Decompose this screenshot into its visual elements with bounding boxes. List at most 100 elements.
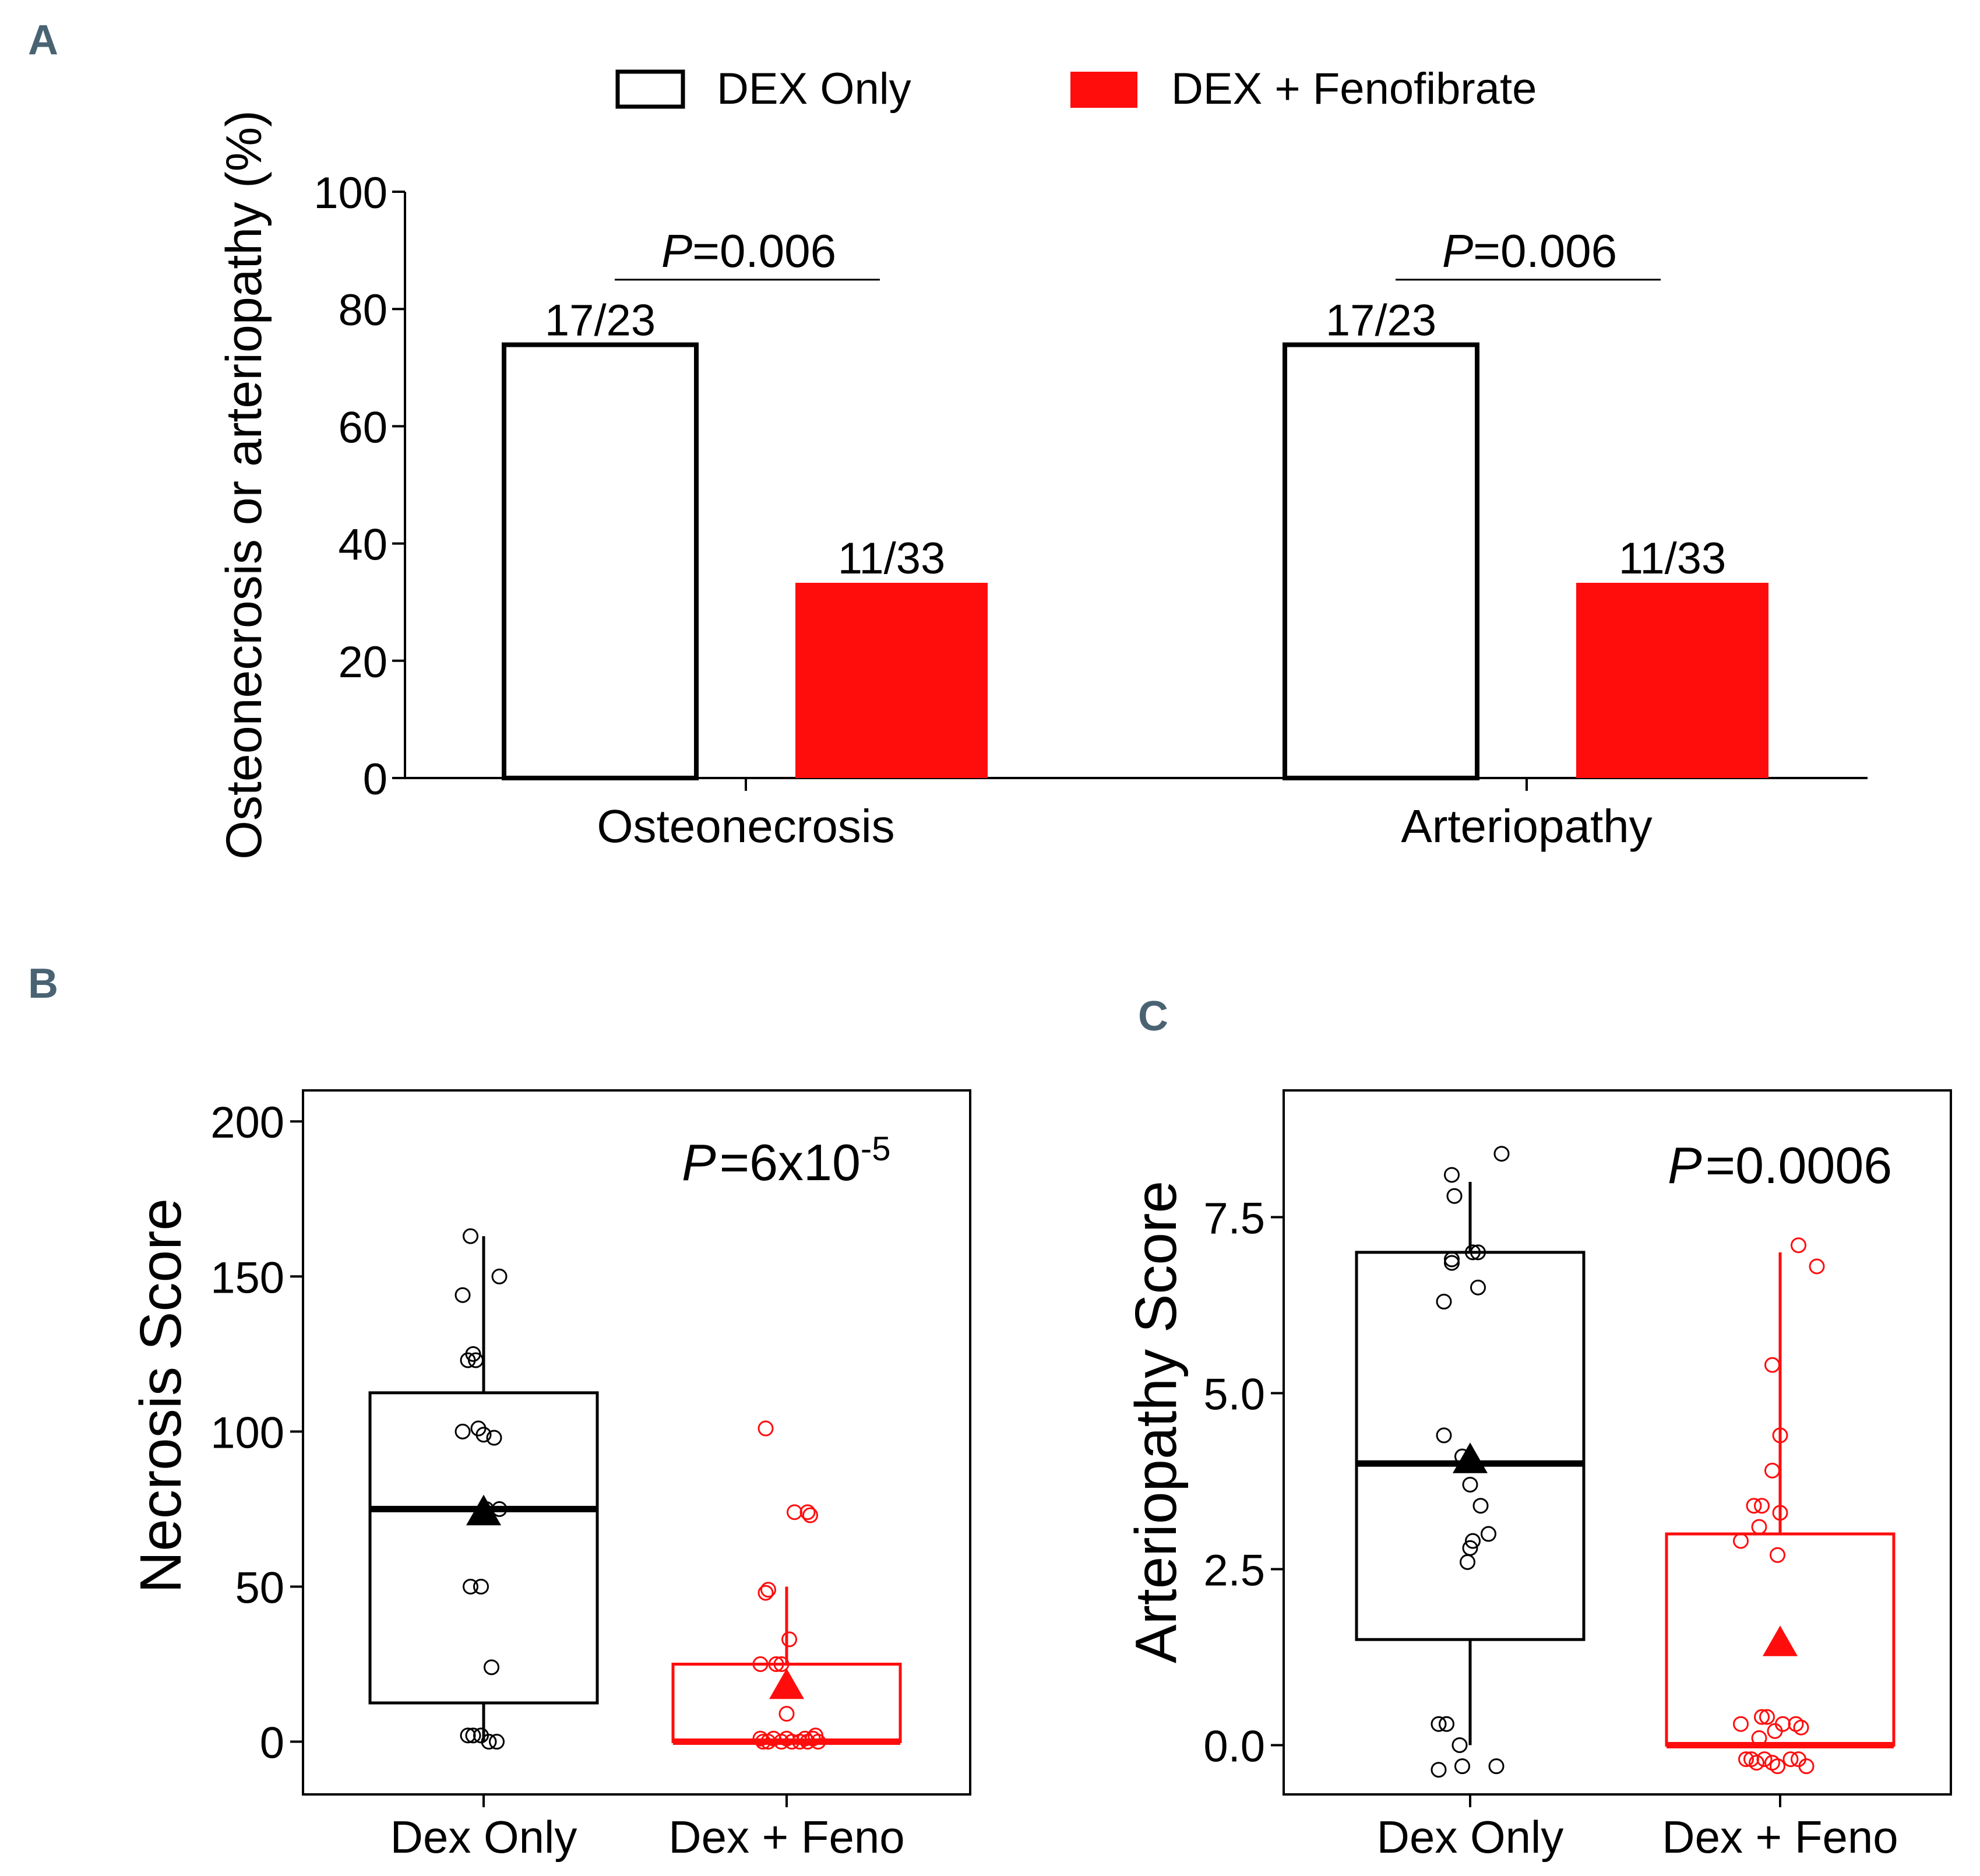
data-point (1481, 1526, 1496, 1542)
data-point (484, 1659, 499, 1676)
bar-dex-only (1283, 342, 1479, 780)
y-axis-label: Necrosis Score (128, 1198, 193, 1593)
data-point (491, 1501, 508, 1517)
data-point (1754, 1709, 1770, 1725)
data-point (1439, 1716, 1454, 1732)
data-point (1791, 1237, 1806, 1254)
data-point (768, 1656, 784, 1672)
data-point (1446, 1188, 1463, 1204)
data-point (486, 1430, 502, 1446)
data-point (1488, 1758, 1505, 1775)
data-point (1798, 1758, 1815, 1775)
p-value: =6x10 (720, 1134, 861, 1191)
p-value: =0.006 (692, 225, 836, 277)
data-point (781, 1631, 797, 1648)
data-point (1733, 1716, 1749, 1732)
y-tick-label: 200 (210, 1098, 284, 1148)
data-point (1444, 1255, 1460, 1271)
mean-marker (1453, 1442, 1488, 1473)
data-point (787, 1504, 802, 1520)
data-point (1733, 1533, 1749, 1549)
y-tick-label: 50 (235, 1563, 284, 1613)
panel-letter-c: C (1138, 993, 1168, 1040)
data-point (799, 1734, 816, 1750)
panel-letter-a: A (28, 17, 58, 64)
data-point (1431, 1716, 1447, 1732)
data-point (1770, 1758, 1785, 1775)
x-tick-label: Dex Only (1377, 1811, 1564, 1863)
data-point (1454, 1758, 1470, 1775)
p-value-label: P=6x10-5 (682, 1130, 891, 1191)
data-point (463, 1228, 478, 1244)
data-point (1764, 1357, 1780, 1373)
data-point (1770, 1547, 1785, 1563)
data-point (1772, 1427, 1788, 1444)
p-value-label: P=0.006 (661, 225, 836, 277)
data-point (460, 1352, 476, 1368)
x-tick-label: Osteonecrosis (597, 800, 894, 852)
data-point (475, 1427, 492, 1443)
data-point (465, 1727, 481, 1744)
y-tick-label: 60 (338, 403, 387, 452)
data-point (778, 1706, 795, 1722)
data-point (1751, 1519, 1767, 1535)
p-symbol: P (682, 1134, 716, 1191)
data-point (1754, 1498, 1770, 1514)
data-point (455, 1287, 471, 1303)
data-point (1746, 1498, 1762, 1514)
data-point (1751, 1730, 1767, 1746)
data-point (1470, 1244, 1486, 1261)
data-point (468, 1352, 484, 1368)
y-tick-label: 20 (338, 638, 387, 687)
p-symbol: P (1668, 1136, 1702, 1194)
data-point (1772, 1505, 1788, 1521)
y-tick-label: 100 (210, 1408, 284, 1458)
data-point (1738, 1751, 1754, 1768)
data-point (1809, 1258, 1825, 1275)
bar-dex-only (502, 342, 699, 780)
legend-swatch-dex-feno (1070, 72, 1137, 108)
bar-dex-feno (795, 583, 988, 778)
legend-label-dex-feno: DEX + Fenofibrate (1171, 64, 1537, 114)
data-point (755, 1734, 771, 1750)
data-point (1782, 1751, 1799, 1768)
data-point (1451, 1737, 1468, 1753)
y-axis-label: Osteonecrosis or arteriopathy (%) (216, 110, 272, 860)
data-point (1444, 1167, 1460, 1183)
data-point (491, 1268, 508, 1284)
y-tick-label: 5.0 (1203, 1370, 1265, 1419)
bar-data-label: 11/33 (1619, 534, 1727, 583)
data-point (760, 1582, 776, 1598)
p-value-label: P=0.006 (1442, 225, 1617, 277)
y-tick-label: 2.5 (1203, 1546, 1265, 1595)
data-point (463, 1578, 478, 1595)
data-point (1472, 1498, 1489, 1514)
plot-frame (1283, 1089, 1952, 1796)
p-value-label: P=0.0006 (1668, 1136, 1892, 1194)
data-point (752, 1656, 769, 1672)
mean-marker (769, 1668, 804, 1699)
data-point (1444, 1251, 1460, 1268)
data-point (1756, 1751, 1773, 1768)
y-tick-label: 80 (338, 286, 387, 335)
bar-dex-feno (1576, 583, 1768, 778)
y-tick-label: 7.5 (1203, 1194, 1265, 1243)
data-point (802, 1507, 818, 1523)
data-point (481, 1734, 497, 1750)
p-symbol: P (661, 225, 692, 277)
bar-data-label: 17/23 (1326, 296, 1436, 346)
data-point (1436, 1427, 1452, 1444)
x-tick-label: Dex + Feno (668, 1811, 904, 1863)
y-tick-label: 150 (210, 1253, 284, 1303)
p-exponent: -5 (861, 1130, 891, 1168)
data-point (473, 1578, 489, 1595)
legend-swatch-dex-only (615, 69, 685, 109)
x-tick-label: Dex Only (390, 1811, 577, 1863)
x-tick-label: Arteriopathy (1401, 800, 1652, 852)
panel-b-box-plot: 0 50 100 150 200 Necrosis Score Dex Only Dex … (128, 1089, 971, 1863)
p-symbol: P (1442, 225, 1473, 277)
y-tick-label: 40 (338, 520, 387, 570)
data-point (1470, 1279, 1486, 1296)
data-point (455, 1423, 471, 1439)
